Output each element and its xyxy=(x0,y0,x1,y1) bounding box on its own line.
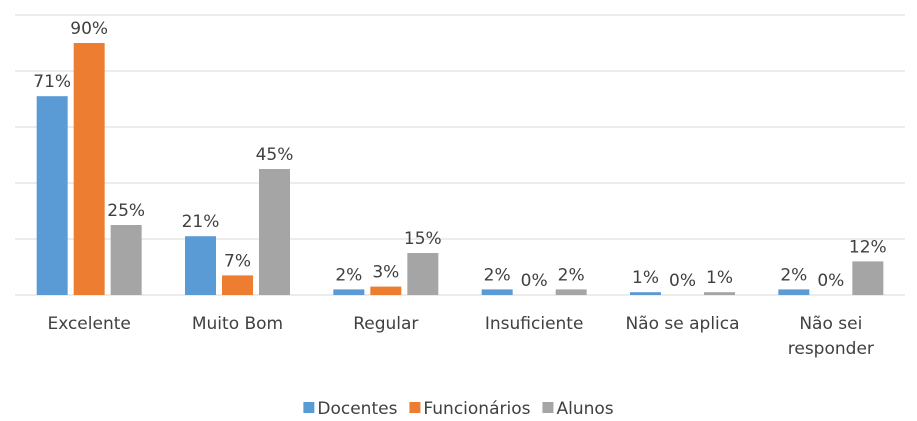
legend-label: Funcionários xyxy=(423,399,530,419)
data-label: 7% xyxy=(224,251,251,271)
bar xyxy=(259,169,290,295)
x-tick-label: Não se aplica xyxy=(625,314,740,334)
x-tick-label-box: Insuficiente xyxy=(484,314,584,334)
x-tick-label-box: Não sei responder xyxy=(787,314,874,359)
data-label: 2% xyxy=(335,265,362,285)
x-tick-label: Insuficiente xyxy=(484,314,584,334)
data-label: 3% xyxy=(372,263,399,283)
data-label: 0% xyxy=(521,271,548,291)
x-tick-label: Excelente xyxy=(47,314,131,334)
bar xyxy=(36,96,68,295)
x-tick-label-box: Não se aplica xyxy=(625,314,740,334)
x-tick-label-box: Regular xyxy=(353,314,419,334)
data-label: 90% xyxy=(70,19,108,39)
data-label: 0% xyxy=(669,271,696,291)
data-label: 2% xyxy=(780,265,807,285)
data-label: 1% xyxy=(706,268,733,288)
bar xyxy=(110,225,142,295)
legend-swatch xyxy=(303,402,315,413)
data-label: 71% xyxy=(33,72,71,92)
legend-swatch xyxy=(409,402,421,413)
bar xyxy=(407,253,439,295)
data-label: 1% xyxy=(632,268,659,288)
bar xyxy=(630,292,661,295)
x-tick-label: Não sei responder xyxy=(787,314,874,359)
bar xyxy=(704,292,735,295)
legend: Docentes Funcionários Alunos xyxy=(303,399,614,419)
x-tick-label-box: Muito Bom xyxy=(191,314,284,334)
bar xyxy=(333,289,365,295)
legend-label: Docentes xyxy=(317,399,397,419)
data-label: 2% xyxy=(558,265,585,285)
data-label: 25% xyxy=(107,201,145,221)
legend-swatch xyxy=(542,402,554,413)
legend-label: Alunos xyxy=(556,399,613,419)
bar xyxy=(185,236,216,295)
data-label: 21% xyxy=(182,212,220,232)
data-label: 15% xyxy=(404,229,442,249)
bar xyxy=(73,43,105,295)
data-label: 2% xyxy=(484,265,511,285)
bar xyxy=(481,289,513,295)
x-tick-label: Muito Bom xyxy=(191,314,284,334)
data-label: 0% xyxy=(817,271,844,291)
bar xyxy=(778,289,810,295)
x-tick-label: Regular xyxy=(353,314,419,334)
bar xyxy=(852,261,884,295)
data-label: 12% xyxy=(849,237,887,257)
data-label: 45% xyxy=(256,145,294,165)
bar xyxy=(222,275,253,295)
bar xyxy=(370,286,402,295)
x-tick-label-box: Excelente xyxy=(47,314,131,334)
bar xyxy=(555,289,587,295)
